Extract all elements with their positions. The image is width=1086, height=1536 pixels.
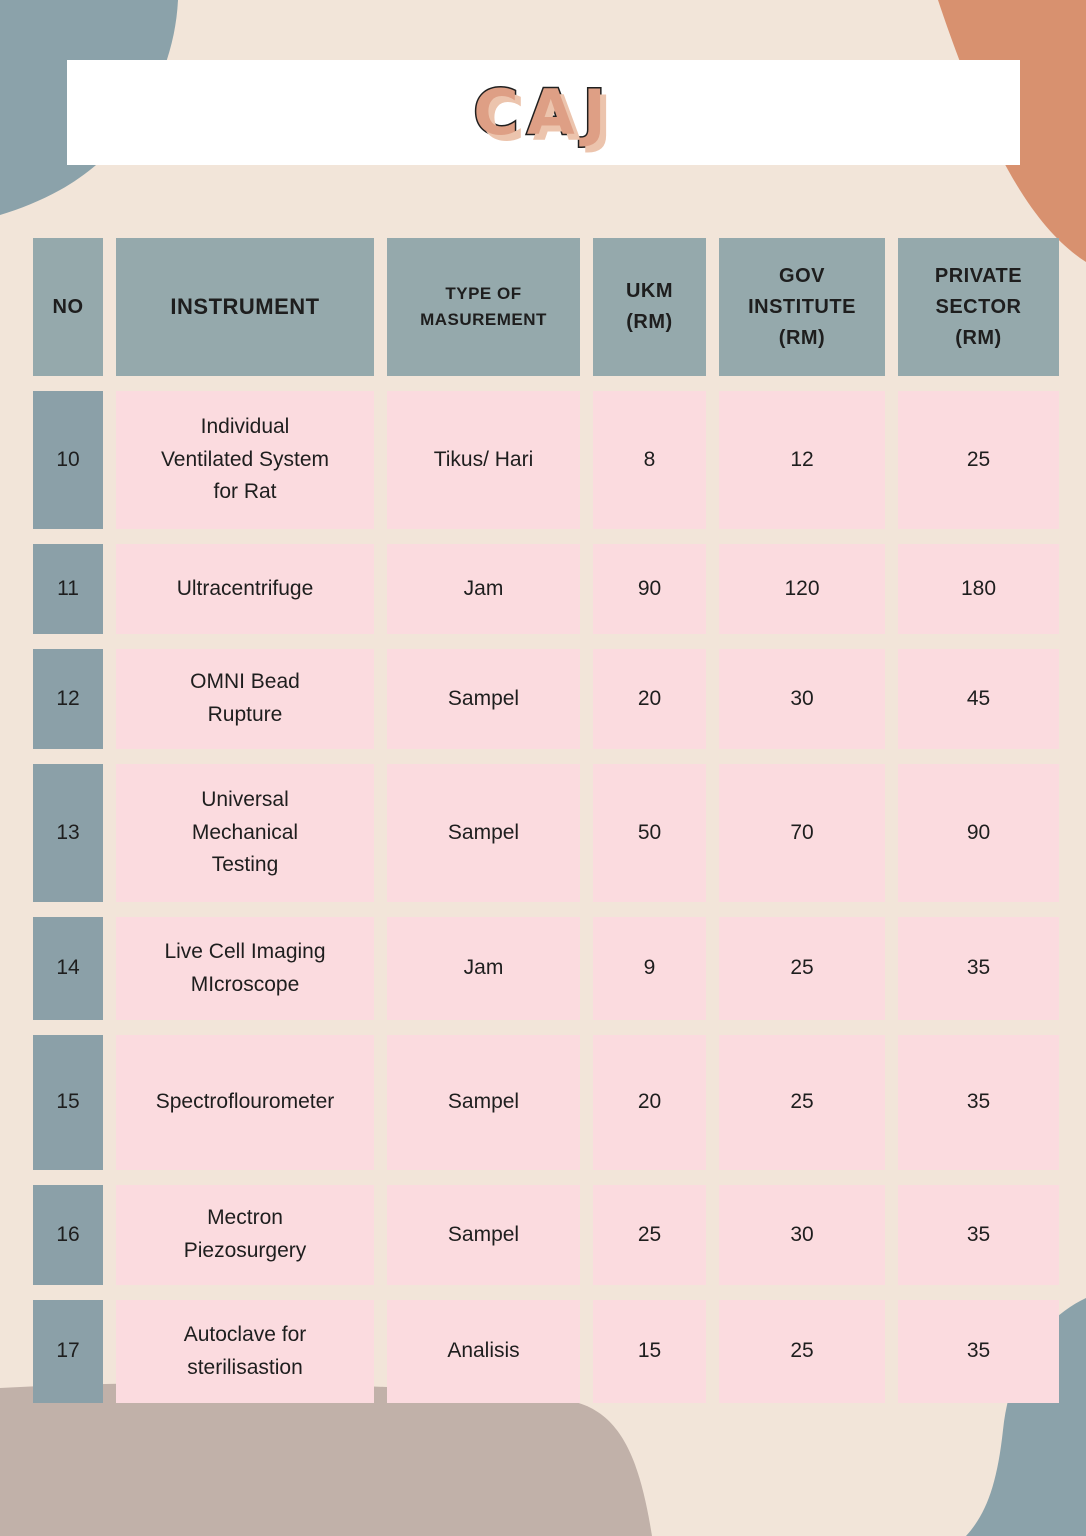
cell-no: 17 [33, 1300, 103, 1403]
table-row: 17 Autoclave for sterilisastion Analisis 15… [33, 1300, 1059, 1403]
cell-private: 25 [898, 391, 1059, 529]
table-row: 14 Live Cell Imaging MIcroscope Jam 9 25 35 [33, 917, 1059, 1020]
cell-gov: 25 [719, 1035, 885, 1170]
table-header-row: NO INSTRUMENT TYPE OF MASUREMENT UKM (RM… [33, 238, 1059, 376]
cell-no: 14 [33, 917, 103, 1020]
cell-type: Jam [387, 917, 580, 1020]
cell-ukm: 25 [593, 1185, 706, 1285]
cell-private: 35 [898, 1300, 1059, 1403]
cell-instrument: Individual Ventilated System for Rat [116, 391, 374, 529]
cell-ukm: 20 [593, 1035, 706, 1170]
cell-instrument: Mectron Piezosurgery [116, 1185, 374, 1285]
cell-no: 10 [33, 391, 103, 529]
header-ukm: UKM (RM) [593, 238, 706, 376]
cell-private: 35 [898, 917, 1059, 1020]
page-title: CAJ [472, 75, 614, 151]
price-table: NO INSTRUMENT TYPE OF MASUREMENT UKM (RM… [33, 238, 1059, 1418]
cell-instrument: OMNI Bead Rupture [116, 649, 374, 749]
header-instrument: INSTRUMENT [116, 238, 374, 376]
cell-gov: 25 [719, 1300, 885, 1403]
cell-type: Sampel [387, 1035, 580, 1170]
cell-type: Sampel [387, 1185, 580, 1285]
header-private: PRIVATE SECTOR (RM) [898, 238, 1059, 376]
cell-type: Sampel [387, 764, 580, 902]
cell-no: 16 [33, 1185, 103, 1285]
table-row: 10 Individual Ventilated System for Rat Ti… [33, 391, 1059, 529]
cell-ukm: 20 [593, 649, 706, 749]
header-type: TYPE OF MASUREMENT [387, 238, 580, 376]
cell-type: Jam [387, 544, 580, 634]
cell-instrument: Autoclave for sterilisastion [116, 1300, 374, 1403]
cell-no: 13 [33, 764, 103, 902]
cell-ukm: 15 [593, 1300, 706, 1403]
table-row: 15 Spectroflourometer Sampel 20 25 35 [33, 1035, 1059, 1170]
cell-ukm: 90 [593, 544, 706, 634]
cell-private: 180 [898, 544, 1059, 634]
cell-type: Analisis [387, 1300, 580, 1403]
header-no: NO [33, 238, 103, 376]
cell-gov: 30 [719, 1185, 885, 1285]
cell-instrument: Ultracentrifuge [116, 544, 374, 634]
cell-private: 35 [898, 1035, 1059, 1170]
cell-instrument: Spectroflourometer [116, 1035, 374, 1170]
table-body: 10 Individual Ventilated System for Rat Ti… [33, 391, 1059, 1403]
cell-type: Sampel [387, 649, 580, 749]
table-row: 12 OMNI Bead Rupture Sampel 20 30 45 [33, 649, 1059, 749]
cell-private: 35 [898, 1185, 1059, 1285]
cell-gov: 120 [719, 544, 885, 634]
cell-no: 15 [33, 1035, 103, 1170]
header-gov: GOV INSTITUTE (RM) [719, 238, 885, 376]
table-row: 11 Ultracentrifuge Jam 90 120 180 [33, 544, 1059, 634]
cell-private: 45 [898, 649, 1059, 749]
cell-ukm: 50 [593, 764, 706, 902]
cell-gov: 12 [719, 391, 885, 529]
cell-gov: 30 [719, 649, 885, 749]
cell-type: Tikus/ Hari [387, 391, 580, 529]
cell-instrument: Live Cell Imaging MIcroscope [116, 917, 374, 1020]
cell-ukm: 9 [593, 917, 706, 1020]
cell-gov: 25 [719, 917, 885, 1020]
cell-instrument: Universal Mechanical Testing [116, 764, 374, 902]
cell-no: 11 [33, 544, 103, 634]
table-row: 13 Universal Mechanical Testing Sampel 50 70… [33, 764, 1059, 902]
cell-gov: 70 [719, 764, 885, 902]
cell-no: 12 [33, 649, 103, 749]
blob-bottom-left [0, 1383, 652, 1536]
table-row: 16 Mectron Piezosurgery Sampel 25 30 35 [33, 1185, 1059, 1285]
title-banner: CAJ [67, 60, 1020, 165]
cell-ukm: 8 [593, 391, 706, 529]
cell-private: 90 [898, 764, 1059, 902]
